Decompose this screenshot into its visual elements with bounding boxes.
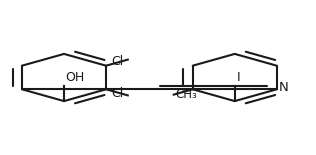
Text: Cl: Cl bbox=[111, 87, 123, 100]
Text: OH: OH bbox=[66, 71, 85, 84]
Text: CH₃: CH₃ bbox=[175, 88, 197, 101]
Text: Cl: Cl bbox=[111, 55, 123, 68]
Text: N: N bbox=[278, 81, 288, 94]
Text: I: I bbox=[237, 71, 241, 84]
